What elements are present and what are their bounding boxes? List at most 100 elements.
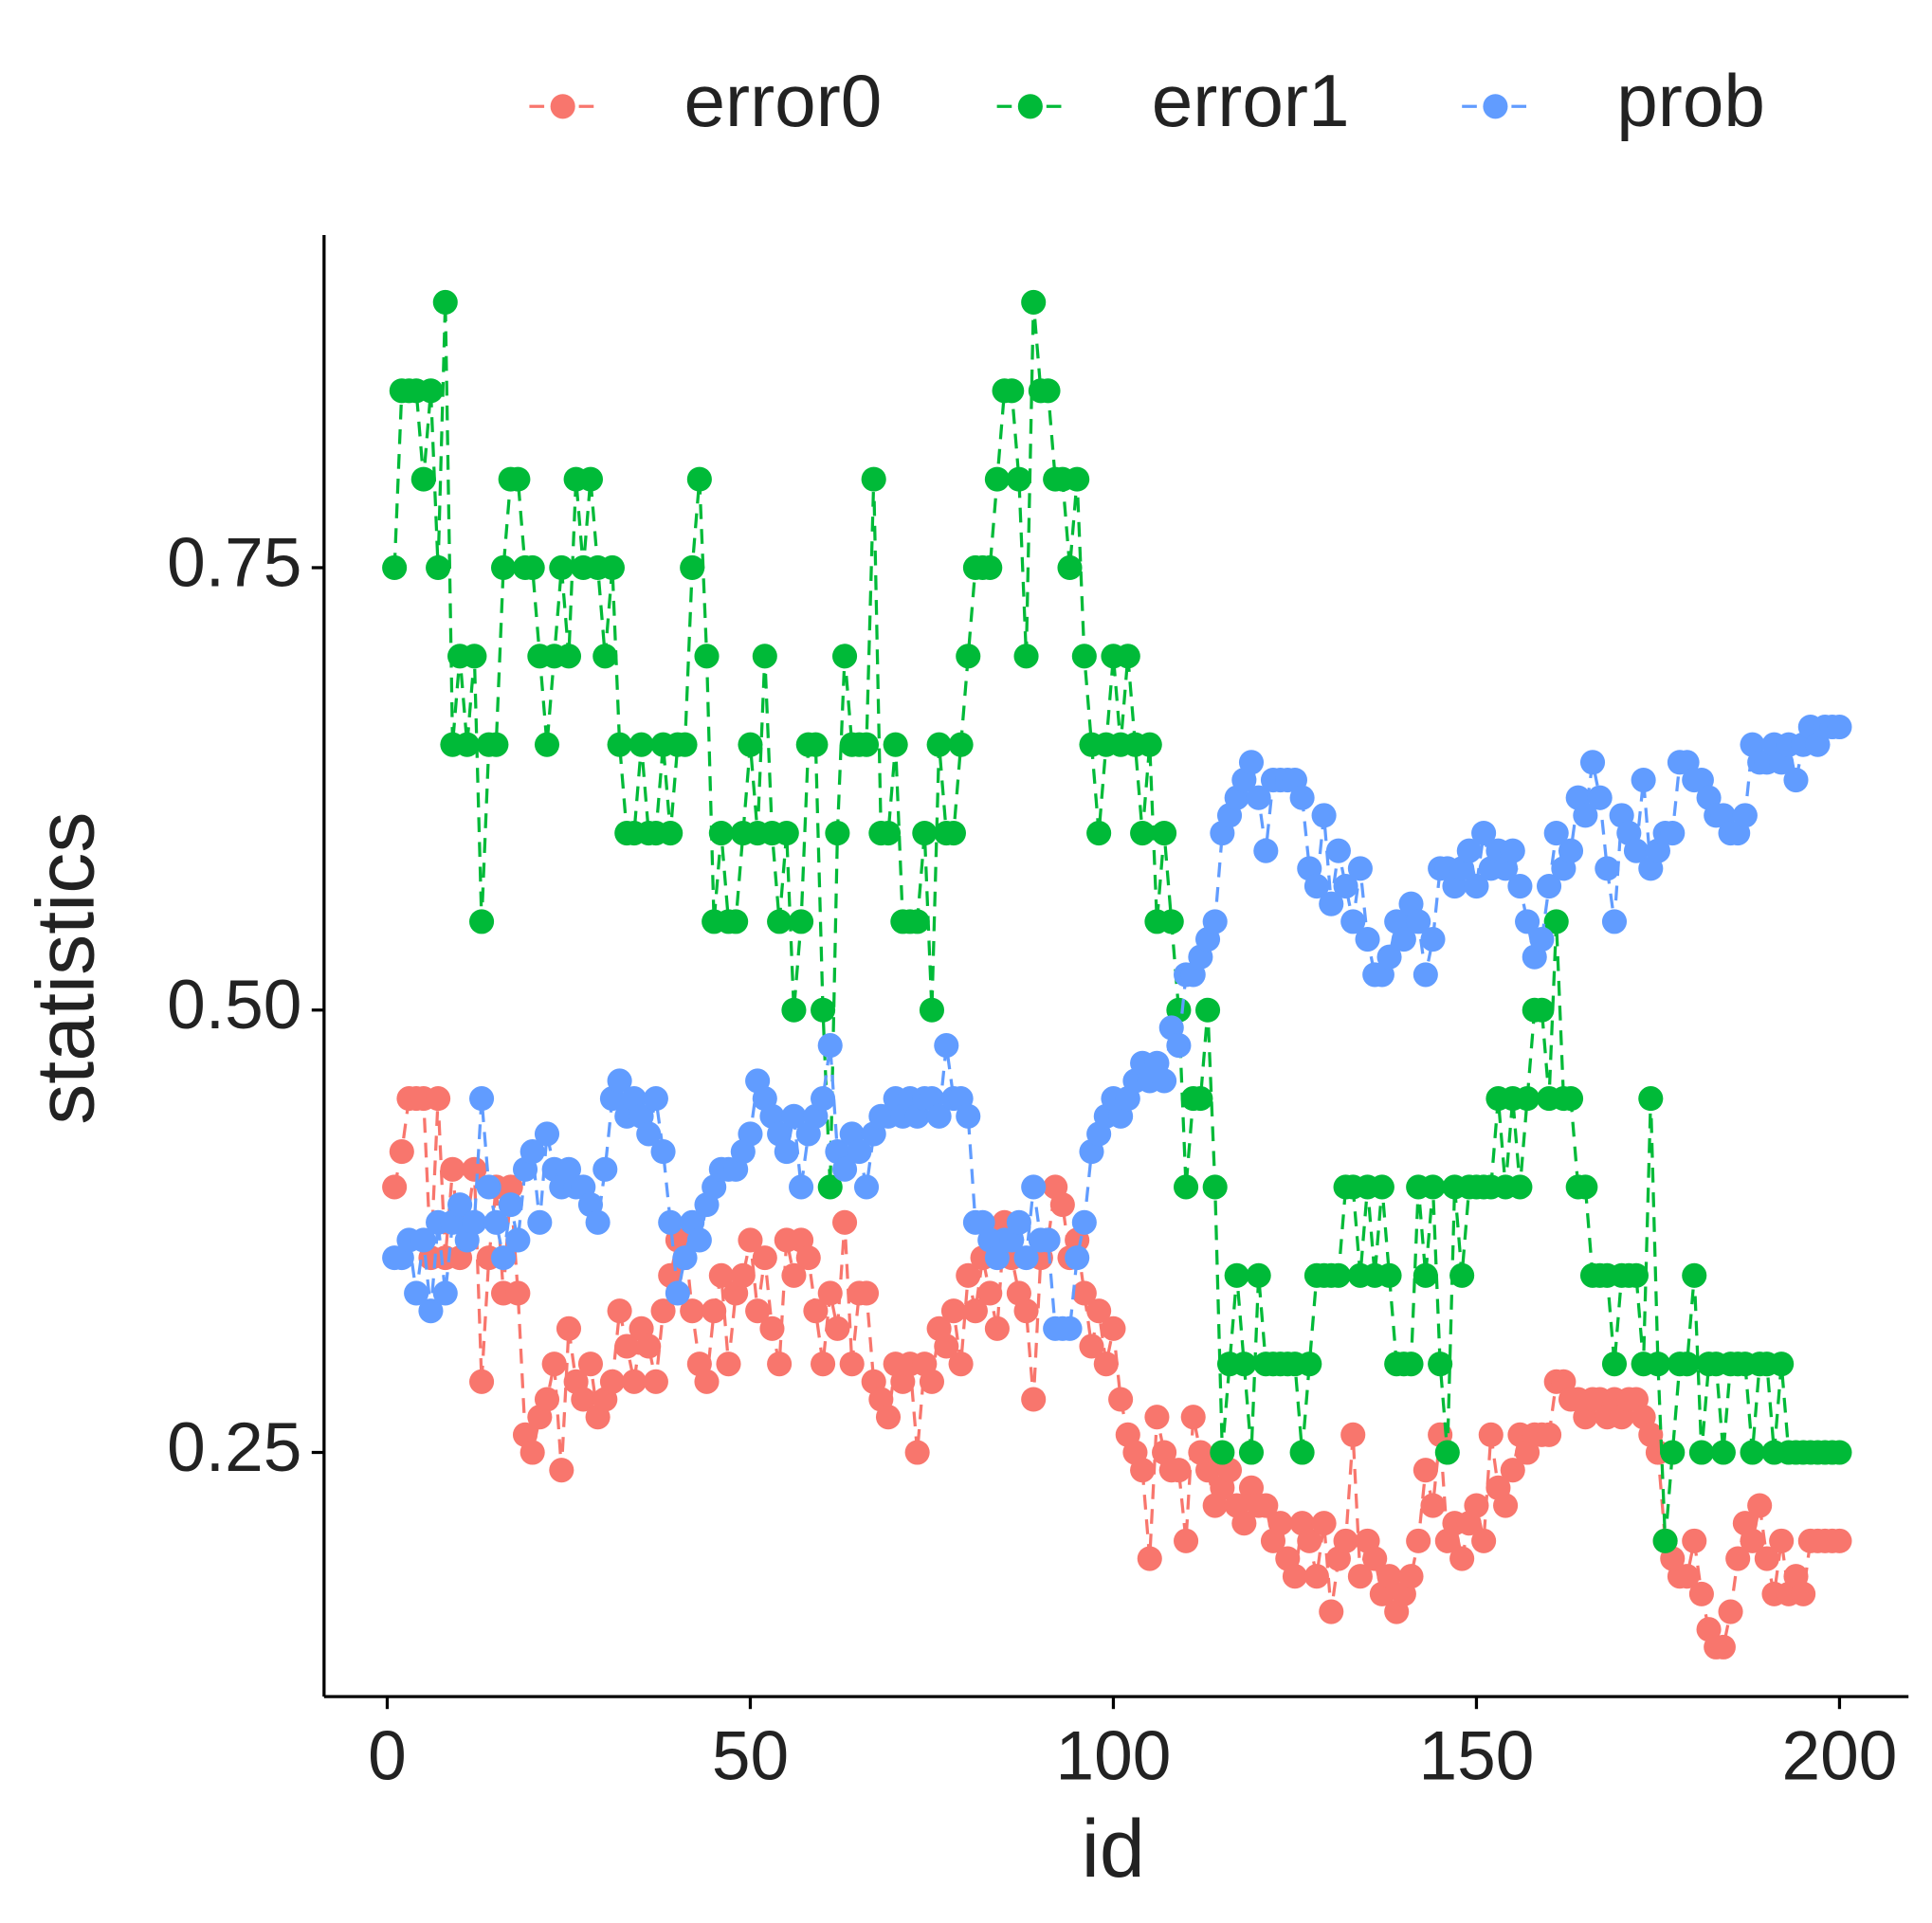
point xyxy=(1515,909,1540,934)
point xyxy=(1311,803,1337,828)
point xyxy=(934,1033,959,1059)
point xyxy=(643,1086,668,1112)
point xyxy=(926,732,952,757)
point xyxy=(853,732,880,757)
point xyxy=(984,466,1010,492)
point xyxy=(462,1209,487,1235)
point xyxy=(1289,1440,1315,1465)
point xyxy=(519,554,545,581)
point xyxy=(621,1369,647,1394)
point xyxy=(1710,1440,1736,1465)
point xyxy=(1515,1086,1540,1112)
point xyxy=(1674,1352,1700,1377)
point xyxy=(490,554,517,581)
point xyxy=(1238,750,1265,775)
point xyxy=(1827,1528,1852,1553)
point xyxy=(738,1121,763,1147)
point xyxy=(1340,909,1366,934)
point xyxy=(1783,767,1809,793)
point xyxy=(1174,1174,1199,1200)
point xyxy=(1035,378,1061,404)
point xyxy=(875,1405,902,1430)
point xyxy=(803,732,829,757)
legend: error0 error1 prob xyxy=(529,59,1765,142)
point xyxy=(1652,1528,1678,1553)
point xyxy=(658,1209,683,1235)
point xyxy=(1456,838,1482,863)
point xyxy=(1362,1546,1388,1571)
point xyxy=(614,1333,640,1359)
point xyxy=(483,732,509,757)
point xyxy=(404,1280,429,1306)
point xyxy=(454,732,480,757)
point xyxy=(1543,820,1569,846)
point xyxy=(853,1280,880,1306)
point xyxy=(490,1245,517,1271)
point xyxy=(410,1227,436,1253)
point xyxy=(1144,1405,1170,1430)
point xyxy=(948,1352,974,1377)
point xyxy=(665,1280,690,1306)
point xyxy=(1086,820,1112,846)
point xyxy=(650,1139,676,1165)
point xyxy=(462,1156,487,1182)
point xyxy=(1682,1262,1707,1288)
point xyxy=(847,1139,872,1165)
point xyxy=(1086,1298,1112,1324)
point xyxy=(577,466,604,492)
point xyxy=(1013,644,1039,669)
point xyxy=(686,466,712,492)
point xyxy=(519,1139,545,1165)
point xyxy=(1057,554,1083,581)
point xyxy=(1035,1227,1061,1253)
point xyxy=(752,644,777,669)
point xyxy=(948,732,974,757)
point xyxy=(1791,1581,1816,1606)
point xyxy=(1725,1546,1751,1571)
point xyxy=(1493,1493,1519,1518)
point xyxy=(534,1387,560,1412)
point xyxy=(904,909,930,934)
point xyxy=(483,1209,509,1235)
point xyxy=(811,997,836,1023)
point xyxy=(1500,838,1525,863)
point xyxy=(1573,1174,1598,1200)
point xyxy=(694,1369,720,1394)
series xyxy=(382,289,1852,1553)
point xyxy=(962,1298,988,1324)
point xyxy=(1420,1493,1446,1518)
series xyxy=(382,714,1852,1341)
point xyxy=(999,378,1025,404)
point xyxy=(730,1262,756,1288)
point xyxy=(1297,1352,1322,1377)
point xyxy=(811,1352,836,1377)
point xyxy=(956,644,981,669)
point xyxy=(774,1139,799,1165)
point xyxy=(1682,1528,1707,1553)
point xyxy=(977,554,1003,581)
point xyxy=(1267,1511,1293,1536)
point xyxy=(1071,644,1097,669)
point xyxy=(716,1352,741,1377)
point xyxy=(1340,1422,1366,1447)
point xyxy=(875,820,902,846)
point xyxy=(1202,1174,1228,1200)
point xyxy=(1601,909,1628,934)
point xyxy=(1769,1352,1795,1377)
point xyxy=(1152,1068,1177,1094)
point xyxy=(629,732,654,757)
point xyxy=(1827,714,1852,740)
series-line xyxy=(392,301,1840,1541)
point xyxy=(1529,997,1555,1023)
point xyxy=(382,1174,408,1200)
point xyxy=(498,1174,523,1200)
point xyxy=(1573,803,1598,828)
point xyxy=(1246,1262,1271,1288)
point xyxy=(825,820,850,846)
point xyxy=(1579,750,1606,775)
point xyxy=(1174,1528,1199,1553)
point xyxy=(1754,1546,1779,1571)
point xyxy=(1595,856,1620,881)
point xyxy=(607,1298,632,1324)
point xyxy=(767,1352,793,1377)
